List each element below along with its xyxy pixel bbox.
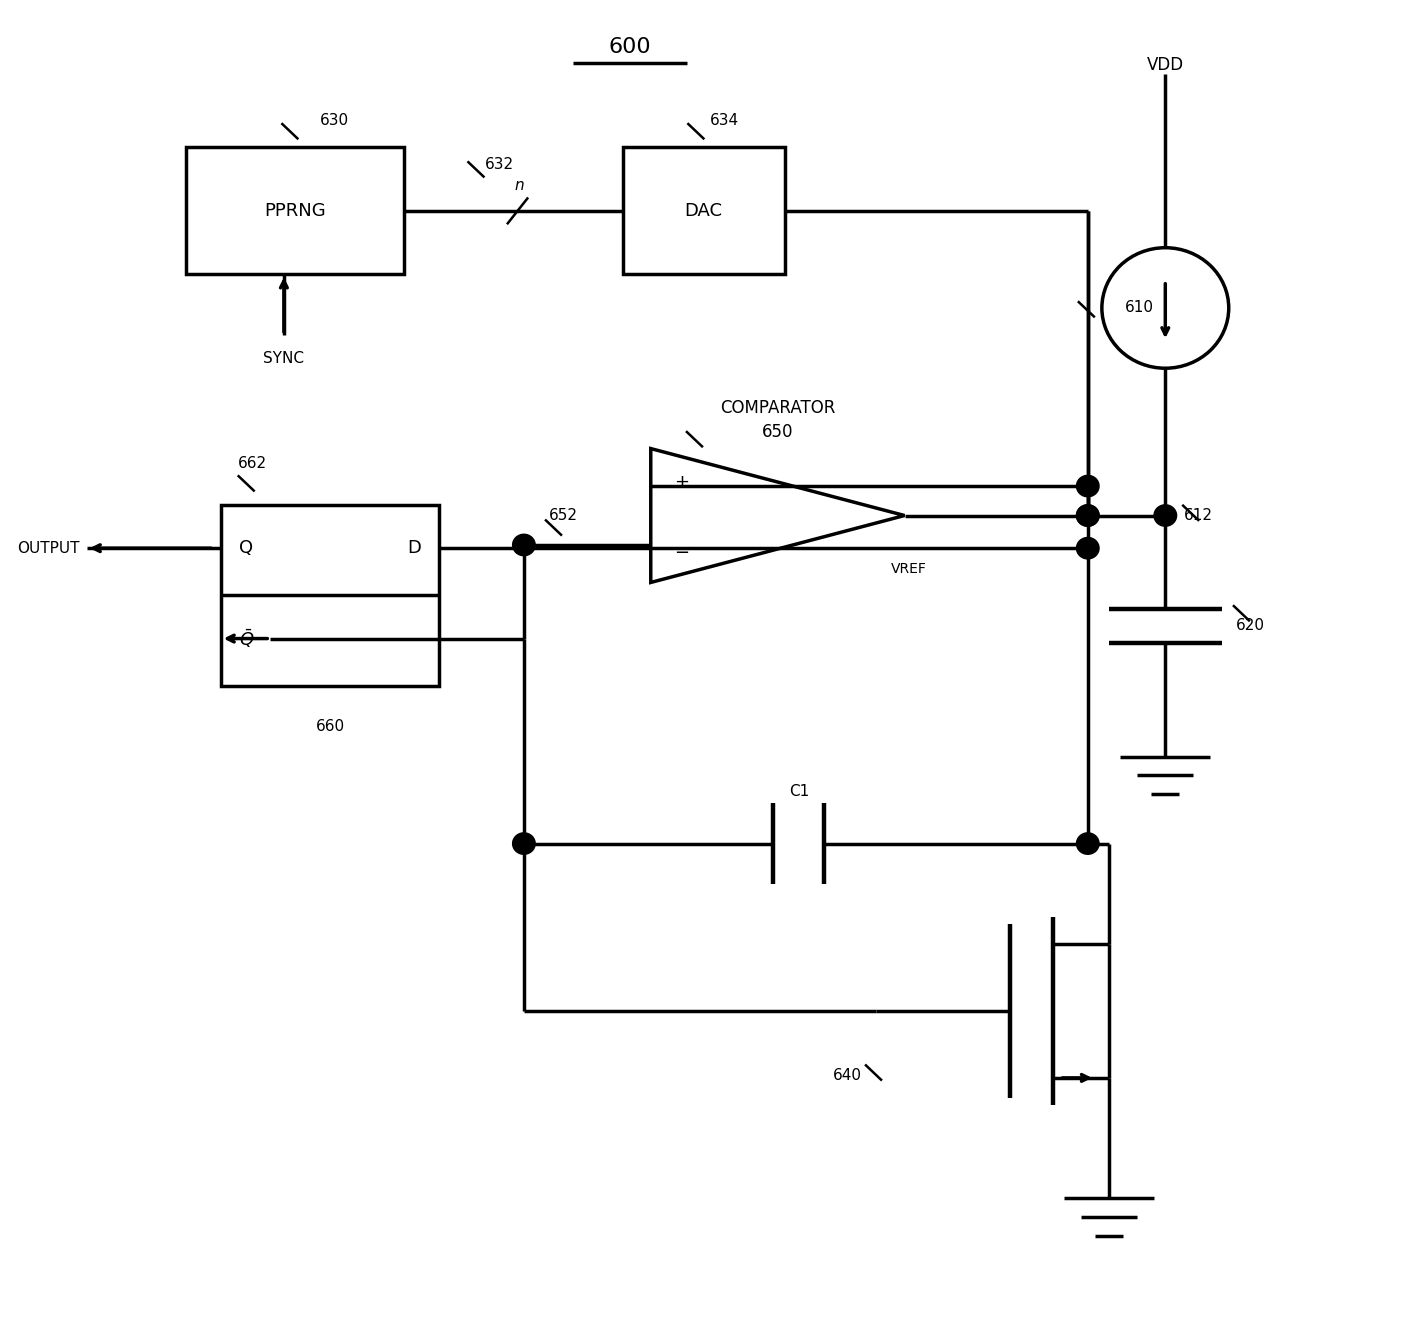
Text: VREF: VREF	[891, 562, 926, 576]
Text: −: −	[674, 544, 689, 562]
Text: 600: 600	[609, 37, 651, 56]
Text: DAC: DAC	[685, 202, 723, 220]
Text: 630: 630	[319, 112, 349, 129]
Text: n: n	[515, 178, 524, 193]
Text: C1: C1	[789, 785, 809, 799]
Text: D: D	[407, 540, 421, 557]
Text: +: +	[675, 473, 689, 491]
Circle shape	[1076, 505, 1099, 526]
Circle shape	[1076, 537, 1099, 558]
Circle shape	[513, 833, 535, 854]
Circle shape	[1154, 505, 1176, 526]
Text: PPRNG: PPRNG	[264, 202, 326, 220]
Text: SYNC: SYNC	[264, 351, 305, 366]
Circle shape	[1076, 505, 1099, 526]
Text: 620: 620	[1236, 619, 1265, 633]
Bar	[185, 147, 404, 274]
Text: 660: 660	[315, 719, 345, 734]
Text: 640: 640	[833, 1067, 863, 1083]
Circle shape	[1076, 475, 1099, 497]
Text: 632: 632	[486, 157, 514, 171]
Text: $\bar{Q}$: $\bar{Q}$	[239, 627, 254, 649]
Text: COMPARATOR: COMPARATOR	[720, 399, 836, 418]
Bar	[220, 505, 439, 686]
Circle shape	[1076, 833, 1099, 854]
Text: 612: 612	[1183, 507, 1213, 524]
Text: Q: Q	[239, 540, 253, 557]
Text: 662: 662	[237, 457, 267, 471]
Bar	[623, 147, 785, 274]
Text: VDD: VDD	[1147, 56, 1183, 74]
Text: 610: 610	[1125, 300, 1154, 316]
Text: 650: 650	[762, 423, 794, 442]
Circle shape	[513, 534, 535, 556]
Text: OUTPUT: OUTPUT	[17, 541, 80, 556]
Text: 634: 634	[710, 112, 738, 129]
Text: 652: 652	[549, 507, 579, 524]
